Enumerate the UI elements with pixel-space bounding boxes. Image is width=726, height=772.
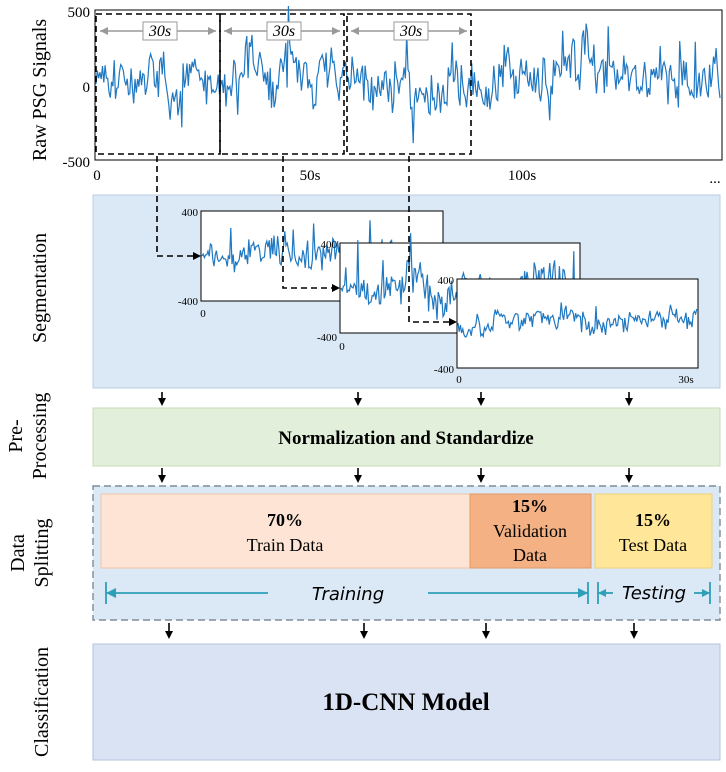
- train-label: Train Data: [247, 535, 324, 555]
- train-pct: 70%: [267, 510, 303, 530]
- segment-2-x-start: 0: [339, 341, 345, 353]
- stage-label-classification: Classification: [31, 647, 53, 757]
- segment-3-y-bottom: -400: [434, 364, 455, 376]
- stage-label-segmentation: Segmentation: [29, 233, 51, 343]
- window-box-1: [95, 13, 221, 155]
- raw-signal-trace: [95, 5, 721, 144]
- window-label-1: 30s: [148, 23, 171, 40]
- preprocessing-label: Normalization and Standardize: [278, 428, 533, 449]
- training-span: [105, 582, 589, 604]
- segment-plot-3: 400 -400 0 30s: [434, 275, 699, 386]
- raw-signal-plot: 500 0 -500 0 50s 100s ... 30s 30s 30s: [63, 5, 723, 187]
- segment-1-y-bottom: -400: [178, 296, 199, 308]
- stage-label-preprocessing-1: Pre-: [5, 419, 27, 452]
- model-label: 1D-CNN Model: [322, 689, 489, 716]
- segment-3-x-end: 30s: [678, 374, 693, 386]
- window-box-2: [219, 13, 345, 155]
- validation-pct: 15%: [512, 496, 548, 516]
- raw-x-tick-0: 0: [93, 168, 101, 184]
- segment-2-y-bottom: -400: [317, 332, 338, 344]
- training-span-label: Training: [312, 584, 384, 605]
- stage-label-splitting-2: Splitting: [31, 519, 53, 588]
- testing-span: [597, 582, 711, 604]
- raw-y-tick-mid: 0: [83, 80, 91, 96]
- window-label-3: 30s: [399, 23, 422, 40]
- segment-3-y-top: 400: [438, 275, 455, 287]
- segment-1-x-start: 0: [200, 308, 206, 320]
- raw-y-tick-top: 500: [68, 5, 91, 21]
- raw-x-tick-50: 50s: [300, 168, 321, 184]
- raw-y-tick-bottom: -500: [63, 155, 91, 171]
- segment-2-y-top: 400: [321, 239, 338, 251]
- window-box-3: [346, 13, 472, 155]
- segment-connector-1: [156, 156, 201, 260]
- test-label: Test Data: [619, 535, 687, 555]
- validation-label-1: Validation: [493, 521, 567, 541]
- test-block: [594, 493, 713, 569]
- window-marker-1: 30s: [100, 21, 216, 41]
- window-marker-2: 30s: [224, 21, 340, 41]
- classification-panel: [92, 643, 721, 761]
- segment-connector-3: [408, 156, 457, 326]
- segment-connector-2: [282, 156, 340, 292]
- stage-label-preprocessing-2: Processing: [29, 393, 51, 480]
- arrows-split-to-class: [165, 623, 638, 639]
- segment-trace-3: [457, 302, 698, 339]
- preprocessing-panel: [92, 407, 721, 467]
- segment-1-y-top: 400: [182, 207, 199, 219]
- segment-3-x-start: 0: [456, 374, 462, 386]
- train-block: [100, 493, 471, 569]
- test-pct: 15%: [635, 510, 671, 530]
- validation-label-2: Data: [513, 545, 547, 565]
- stage-label-splitting-1: Data: [7, 534, 29, 572]
- arrows-seg-to-pre: [158, 392, 633, 406]
- raw-x-tick-100: 100s: [508, 168, 537, 184]
- window-marker-3: 30s: [351, 21, 467, 41]
- testing-span-label: Testing: [622, 583, 686, 604]
- arrows-pre-to-split: [158, 468, 633, 483]
- window-label-2: 30s: [272, 23, 295, 40]
- raw-x-ellipsis: ...: [709, 171, 720, 187]
- stage-label-raw: Raw PSG Signals: [29, 19, 51, 161]
- validation-block: [469, 493, 592, 569]
